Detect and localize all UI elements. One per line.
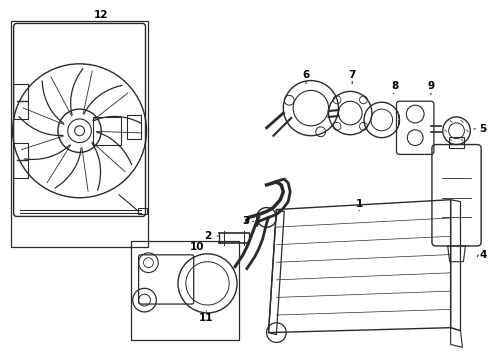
Bar — [127, 115, 141, 139]
Bar — [131, 241, 239, 339]
Text: 9: 9 — [427, 81, 435, 91]
Text: 8: 8 — [391, 81, 398, 91]
Text: 12: 12 — [94, 10, 108, 19]
Bar — [93, 117, 121, 145]
Bar — [11, 21, 148, 247]
Text: 5: 5 — [480, 124, 487, 134]
Text: 10: 10 — [190, 242, 204, 252]
Bar — [449, 137, 465, 148]
Text: 6: 6 — [302, 69, 310, 80]
Text: 1: 1 — [355, 199, 363, 209]
Bar — [13, 143, 28, 178]
Text: 7: 7 — [348, 69, 356, 80]
Text: 11: 11 — [199, 313, 214, 323]
Text: 2: 2 — [204, 231, 211, 241]
Text: 4: 4 — [479, 250, 487, 260]
Bar — [138, 208, 147, 215]
Bar — [13, 84, 28, 119]
Text: 3: 3 — [242, 216, 249, 226]
